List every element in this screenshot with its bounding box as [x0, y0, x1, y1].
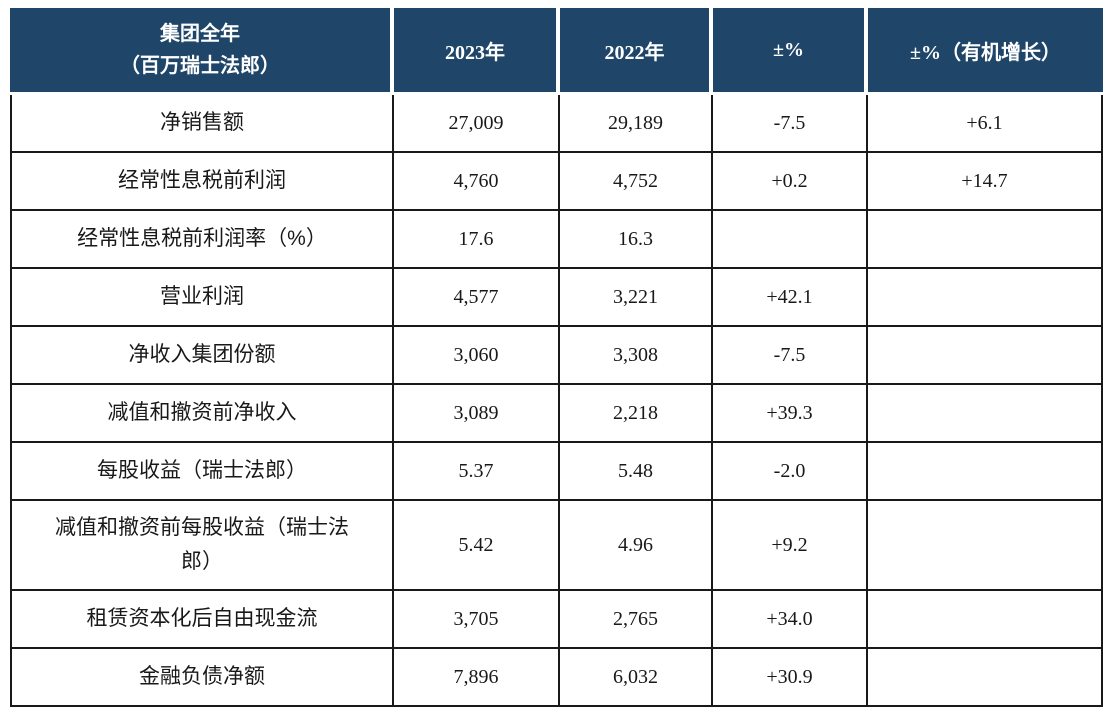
value-organic-growth: [868, 211, 1103, 269]
value-organic-growth: [868, 269, 1103, 327]
value-change-pct: +0.2: [713, 153, 868, 211]
header-2023: 2023年: [394, 8, 560, 95]
table-row: 经常性息税前利润率（%） 17.6 16.3: [10, 211, 1103, 269]
row-label: 营业利润: [10, 269, 394, 327]
row-label: 净销售额: [10, 95, 394, 153]
value-organic-growth: [868, 327, 1103, 385]
row-label: 每股收益（瑞士法郎）: [10, 443, 394, 501]
header-metric-title: 集团全年: [160, 23, 240, 45]
value-organic-growth: +6.1: [868, 95, 1103, 153]
value-change-pct: -7.5: [713, 95, 868, 153]
value-organic-growth: [868, 501, 1103, 591]
table-row: 减值和撤资前每股收益（瑞士法郎） 5.42 4.96 +9.2: [10, 501, 1103, 591]
value-change-pct: +34.0: [713, 591, 868, 649]
table-row: 净收入集团份额 3,060 3,308 -7.5: [10, 327, 1103, 385]
row-label: 金融负债净额: [10, 649, 394, 707]
value-change-pct: -7.5: [713, 327, 868, 385]
value-change-pct: +30.9: [713, 649, 868, 707]
row-label: 经常性息税前利润率（%）: [10, 211, 394, 269]
value-2022: 3,308: [560, 327, 713, 385]
value-organic-growth: [868, 385, 1103, 443]
value-2022: 6,032: [560, 649, 713, 707]
value-2022: 4,752: [560, 153, 713, 211]
value-2023: 17.6: [394, 211, 560, 269]
header-metric: 集团全年 （百万瑞士法郎）: [10, 8, 394, 95]
value-2022: 2,765: [560, 591, 713, 649]
value-change-pct: [713, 211, 868, 269]
value-2022: 16.3: [560, 211, 713, 269]
table-row: 金融负债净额 7,896 6,032 +30.9: [10, 649, 1103, 707]
value-2022: 3,221: [560, 269, 713, 327]
row-label: 减值和撤资前每股收益（瑞士法郎）: [10, 501, 394, 591]
row-label: 经常性息税前利润: [10, 153, 394, 211]
value-organic-growth: [868, 591, 1103, 649]
row-label: 净收入集团份额: [10, 327, 394, 385]
header-organic-growth: ±%（有机增长）: [868, 8, 1103, 95]
financial-summary-table: 集团全年 （百万瑞士法郎） 2023年 2022年 ±% ±%（有机增长） 净销…: [10, 8, 1103, 707]
value-2022: 29,189: [560, 95, 713, 153]
header-change-pct: ±%: [713, 8, 868, 95]
value-2023: 4,577: [394, 269, 560, 327]
table-row: 净销售额 27,009 29,189 -7.5 +6.1: [10, 95, 1103, 153]
value-2023: 27,009: [394, 95, 560, 153]
value-organic-growth: [868, 443, 1103, 501]
row-label: 减值和撤资前净收入: [10, 385, 394, 443]
value-2023: 3,089: [394, 385, 560, 443]
table-row: 经常性息税前利润 4,760 4,752 +0.2 +14.7: [10, 153, 1103, 211]
value-2022: 4.96: [560, 501, 713, 591]
value-2023: 3,060: [394, 327, 560, 385]
value-2023: 5.37: [394, 443, 560, 501]
value-2023: 5.42: [394, 501, 560, 591]
value-change-pct: +39.3: [713, 385, 868, 443]
header-metric-unit: （百万瑞士法郎）: [120, 55, 280, 77]
value-organic-growth: +14.7: [868, 153, 1103, 211]
value-change-pct: +9.2: [713, 501, 868, 591]
value-2022: 2,218: [560, 385, 713, 443]
table-row: 租赁资本化后自由现金流 3,705 2,765 +34.0: [10, 591, 1103, 649]
value-2022: 5.48: [560, 443, 713, 501]
row-label: 租赁资本化后自由现金流: [10, 591, 394, 649]
header-row: 集团全年 （百万瑞士法郎） 2023年 2022年 ±% ±%（有机增长）: [10, 8, 1103, 95]
table-row: 营业利润 4,577 3,221 +42.1: [10, 269, 1103, 327]
table-row: 减值和撤资前净收入 3,089 2,218 +39.3: [10, 385, 1103, 443]
value-2023: 4,760: [394, 153, 560, 211]
header-2022: 2022年: [560, 8, 713, 95]
value-2023: 7,896: [394, 649, 560, 707]
value-organic-growth: [868, 649, 1103, 707]
value-2023: 3,705: [394, 591, 560, 649]
value-change-pct: +42.1: [713, 269, 868, 327]
table-row: 每股收益（瑞士法郎） 5.37 5.48 -2.0: [10, 443, 1103, 501]
value-change-pct: -2.0: [713, 443, 868, 501]
